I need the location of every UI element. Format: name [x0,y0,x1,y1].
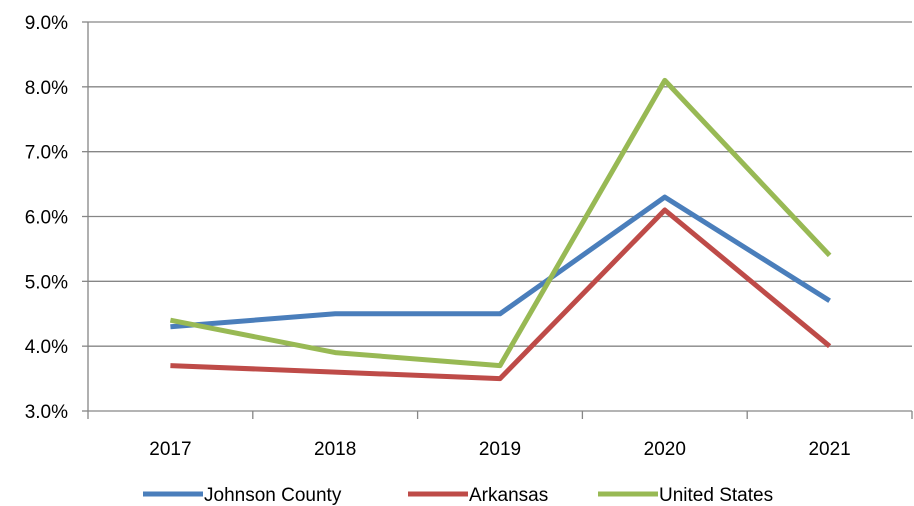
y-tick-label: 4.0% [25,337,68,358]
series-lines [169,77,832,382]
series-line-arkansas [170,207,832,382]
y-tick-label: 3.0% [25,402,68,423]
legend: Johnson County Arkansas United States [143,485,773,506]
x-tick-label: 2020 [644,439,686,460]
x-axis-tick-labels: 2017 2018 2019 2020 2021 [149,439,850,460]
legend-label-johnson-county: Johnson County [204,485,342,506]
y-tick-label: 8.0% [25,78,68,99]
y-tick-label: 5.0% [25,272,68,293]
series-line-united-states [169,77,832,369]
legend-label-arkansas: Arkansas [469,485,548,506]
series-line-johnson-county [170,194,831,330]
y-axis-tick-labels: 3.0% 4.0% 5.0% 6.0% 7.0% 8.0% 9.0% [25,13,68,423]
x-tick-label: 2018 [314,439,356,460]
axes [82,21,913,419]
x-tick-label: 2021 [808,439,850,460]
y-tick-label: 7.0% [25,143,68,164]
gridlines [88,21,912,347]
x-tick-label: 2019 [479,439,521,460]
x-tick-label: 2017 [149,439,191,460]
legend-label-united-states: United States [659,485,773,506]
y-tick-label: 6.0% [25,208,68,229]
y-tick-label: 9.0% [25,13,68,34]
